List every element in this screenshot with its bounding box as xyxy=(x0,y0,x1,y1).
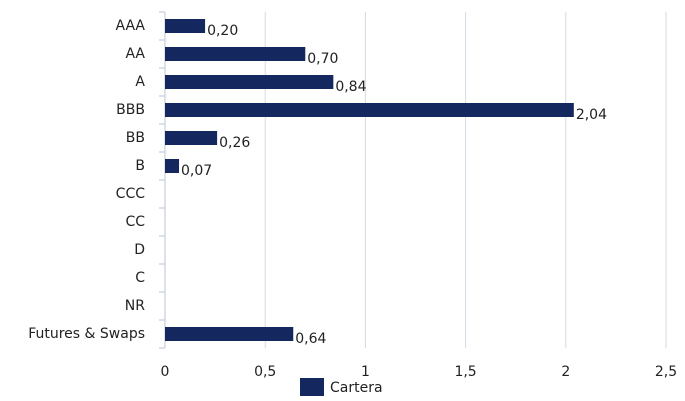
data-label: 0,07 xyxy=(181,163,212,179)
data-label: 0,84 xyxy=(335,79,366,95)
y-tick-label: AAA xyxy=(115,18,145,34)
y-tick-label: Futures & Swaps xyxy=(28,326,145,342)
bar xyxy=(165,131,218,145)
y-tick-label: CCC xyxy=(116,186,146,202)
y-tick-label: BBB xyxy=(116,102,145,118)
x-tick-label: 2,5 xyxy=(655,364,677,380)
bar xyxy=(165,19,206,33)
x-tick-label: 2 xyxy=(561,364,570,380)
y-tick-label: BB xyxy=(126,130,145,146)
y-tick-label: B xyxy=(135,158,145,174)
y-tick-label: CC xyxy=(125,214,145,230)
bar xyxy=(165,47,306,61)
bar xyxy=(165,103,574,117)
y-tick-label: A xyxy=(135,74,145,90)
x-tick-label: 1,5 xyxy=(454,364,476,380)
legend-swatch xyxy=(300,378,324,396)
data-label: 2,04 xyxy=(576,107,607,123)
bar xyxy=(165,75,334,89)
y-tick-label: C xyxy=(135,270,145,286)
y-tick-label: NR xyxy=(125,298,145,314)
x-tick-label: 0 xyxy=(161,364,170,380)
data-label: 0,26 xyxy=(219,135,250,151)
y-tick-label: D xyxy=(134,242,145,258)
legend-label: Cartera xyxy=(330,380,383,396)
y-tick-label: AA xyxy=(125,46,145,62)
x-tick-label: 0,5 xyxy=(254,364,276,380)
data-label: 0,64 xyxy=(295,331,326,347)
data-label: 0,20 xyxy=(207,23,238,39)
bar xyxy=(165,159,180,173)
data-label: 0,70 xyxy=(307,51,338,67)
x-tick-label: 1 xyxy=(361,364,370,380)
bar xyxy=(165,327,294,341)
